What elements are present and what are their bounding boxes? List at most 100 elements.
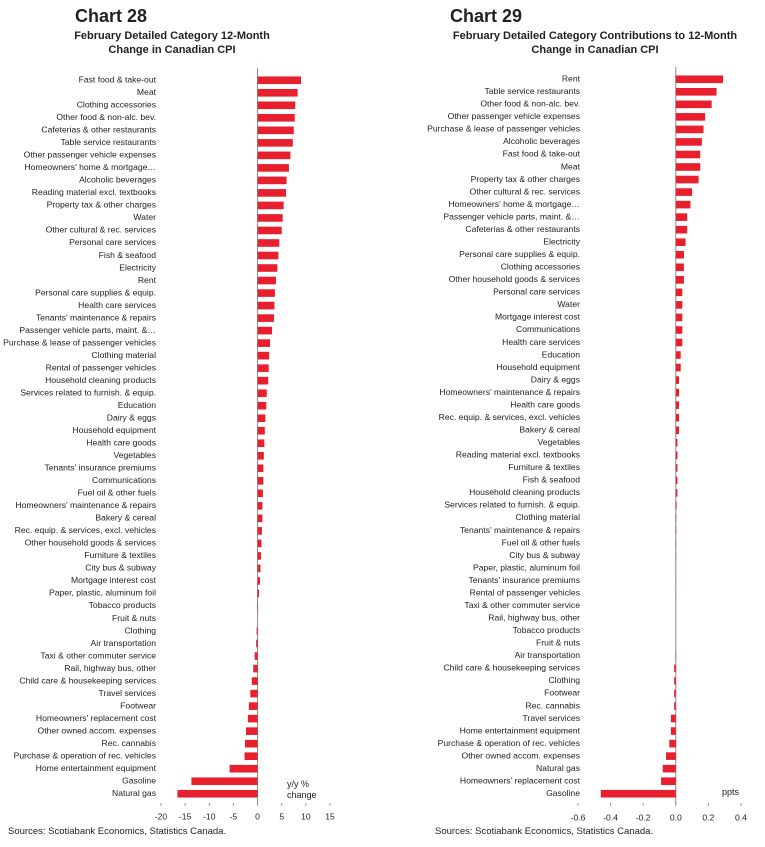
chart-label: Chart 29 xyxy=(450,6,523,26)
category-label: City bus & subway xyxy=(85,563,156,573)
category-label: Alcoholic beverages xyxy=(79,175,156,185)
category-label: Water xyxy=(133,212,156,222)
category-label: Electricity xyxy=(119,262,156,272)
category-label: Household cleaning products xyxy=(469,487,580,497)
bar xyxy=(675,250,684,259)
chart-label: Chart 28 xyxy=(75,6,148,26)
bar xyxy=(675,326,683,334)
category-label: Household cleaning products xyxy=(45,375,156,385)
bar xyxy=(257,414,266,423)
bar xyxy=(257,226,282,235)
category-label: Taxi & other commuter service xyxy=(464,600,580,610)
bar xyxy=(257,539,262,548)
category-label: Clothing accessories xyxy=(77,100,156,110)
category-label: Education xyxy=(542,349,580,359)
x-tick-label: -20 xyxy=(155,811,168,821)
bar xyxy=(257,502,263,510)
category-label: Health care services xyxy=(78,300,156,310)
bar xyxy=(245,727,258,735)
category-label: Purchase & lease of passenger vehicles xyxy=(3,337,156,347)
bar xyxy=(257,389,267,397)
bar xyxy=(675,351,681,359)
category-label: Other household goods & services xyxy=(449,274,580,284)
bar xyxy=(257,201,284,210)
bar xyxy=(675,188,693,196)
bar xyxy=(670,727,676,735)
bar xyxy=(257,114,295,122)
category-label: Household equipment xyxy=(72,425,156,435)
bar xyxy=(675,75,724,84)
category-label: Bakery & cereal xyxy=(95,513,156,523)
category-label: Child care & housekeeping services xyxy=(19,675,156,685)
category-label: Other food & non-alc. bev. xyxy=(56,112,156,122)
bar xyxy=(675,338,683,347)
bar xyxy=(674,702,676,710)
category-label: Rail, highway bus, other xyxy=(488,613,580,623)
bar xyxy=(257,176,287,185)
bar xyxy=(257,164,289,172)
bar xyxy=(670,714,676,723)
bar xyxy=(177,789,258,798)
bar xyxy=(257,426,265,435)
bar xyxy=(257,264,278,272)
category-label: Services related to furnish. & equip. xyxy=(444,500,580,510)
category-label: Passenger vehicle parts, maint. &… xyxy=(443,211,580,221)
category-label: Property tax & other charges xyxy=(47,200,156,210)
source: Sources: Scotiabank Economics, Statistic… xyxy=(8,826,227,837)
category-label: Tobacco products xyxy=(513,625,580,635)
category-label: Child care & housekeeping services xyxy=(443,663,580,673)
category-label: Communications xyxy=(516,324,580,334)
category-label: Other household goods & services xyxy=(25,538,156,548)
x-tick-label: 15 xyxy=(325,811,335,821)
x-tick-label: 0.2 xyxy=(702,812,714,822)
bar xyxy=(256,627,258,635)
bar xyxy=(666,752,676,760)
x-tick-label: 0.4 xyxy=(735,812,747,822)
category-label: Water xyxy=(557,299,580,309)
x-tick-label: 5 xyxy=(279,811,284,821)
category-label: Health care services xyxy=(502,337,580,347)
category-label: Other owned accom. expenses xyxy=(462,750,580,760)
bar xyxy=(675,88,717,96)
bar xyxy=(675,401,680,409)
bar xyxy=(257,326,273,335)
category-label: Personal care services xyxy=(493,287,580,297)
bar xyxy=(257,364,269,372)
category-label: Meat xyxy=(137,87,157,97)
category-label: Tenants' maintenance & repairs xyxy=(36,312,156,322)
category-label: Travel services xyxy=(523,713,580,723)
category-label: Fast food & take-out xyxy=(503,149,581,159)
category-label: Home entertainment equipment xyxy=(460,725,581,735)
category-label: Furniture & textiles xyxy=(84,550,156,560)
bar xyxy=(257,101,296,110)
category-label: Health care goods xyxy=(510,399,580,409)
category-label: Air transportation xyxy=(515,650,581,660)
bar xyxy=(257,251,279,260)
category-label: Paper, plastic, aluminum foil xyxy=(49,588,156,598)
bar xyxy=(675,175,699,184)
category-label: Purchase & operation of rec. vehicles xyxy=(14,750,156,760)
bar xyxy=(675,163,701,171)
bar xyxy=(247,714,258,723)
bar xyxy=(675,113,706,121)
bar xyxy=(257,289,275,297)
category-label: Other cultural & rec. services xyxy=(470,186,580,196)
category-label: Property tax & other charges xyxy=(471,174,580,184)
category-label: Other owned accom. expenses xyxy=(38,725,156,735)
category-label: Gasoline xyxy=(546,788,580,798)
bar xyxy=(675,213,688,221)
category-label: Vegetables xyxy=(113,450,156,460)
category-label: Other passenger vehicle expenses xyxy=(24,150,156,160)
bar xyxy=(257,351,270,360)
bar xyxy=(674,664,676,673)
bar xyxy=(257,514,263,523)
bar xyxy=(675,451,678,460)
bar xyxy=(250,689,258,698)
x-tick-label: -5 xyxy=(230,811,238,821)
bar xyxy=(675,376,680,384)
bar xyxy=(257,301,275,310)
x-tick-label: 10 xyxy=(301,811,311,821)
category-label: Rent xyxy=(138,275,157,285)
